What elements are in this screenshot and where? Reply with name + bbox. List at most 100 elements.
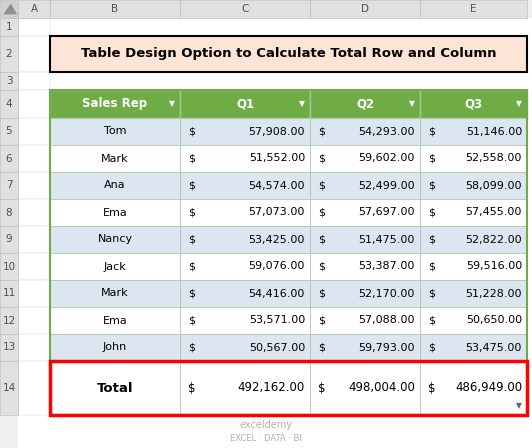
Bar (0, 36, 18, 72)
Text: $: $ (428, 343, 435, 353)
Bar (420, 172, 527, 199)
Text: 14: 14 (2, 383, 15, 393)
Text: 2: 2 (6, 49, 12, 59)
Text: $: $ (318, 234, 325, 245)
Bar (18, 199, 50, 226)
Text: $: $ (428, 234, 435, 245)
Bar (18, 118, 50, 145)
Bar (0, 334, 18, 361)
Bar (420, 118, 527, 145)
Text: 59,793.00: 59,793.00 (359, 343, 415, 353)
Bar (420, 280, 527, 307)
Text: 3: 3 (6, 76, 12, 86)
Text: $: $ (318, 207, 325, 217)
Text: 52,558.00: 52,558.00 (466, 154, 522, 164)
Text: 7: 7 (6, 181, 12, 190)
Bar (50, 280, 180, 307)
Bar (50, 90, 180, 118)
Bar (18, 253, 50, 280)
Text: 57,455.00: 57,455.00 (466, 207, 522, 217)
Bar (180, 361, 310, 415)
Text: 50,567.00: 50,567.00 (249, 343, 305, 353)
Bar (180, 334, 310, 361)
Text: 57,088.00: 57,088.00 (359, 315, 415, 326)
Text: 54,574.00: 54,574.00 (248, 181, 305, 190)
Text: 57,908.00: 57,908.00 (248, 126, 305, 137)
Text: Table Design Option to Calculate Total Row and Column: Table Design Option to Calculate Total R… (81, 47, 496, 60)
Text: $: $ (188, 181, 195, 190)
Bar (18, 145, 50, 172)
Text: E: E (470, 4, 477, 14)
Bar (180, 307, 310, 334)
Text: 8: 8 (6, 207, 12, 217)
Text: $: $ (188, 234, 195, 245)
Bar (50, 334, 180, 361)
Text: $: $ (428, 181, 435, 190)
Bar (0, 72, 18, 90)
Bar (420, 334, 527, 361)
Text: $: $ (428, 126, 435, 137)
Text: Total: Total (97, 382, 133, 395)
Bar (18, 226, 50, 253)
Bar (50, 226, 180, 253)
Text: Nancy: Nancy (97, 234, 132, 245)
Text: 51,475.00: 51,475.00 (359, 234, 415, 245)
Bar (50, 90, 527, 415)
Bar (50, 199, 180, 226)
Bar (420, 226, 527, 253)
Text: $: $ (428, 315, 435, 326)
Text: B: B (111, 4, 119, 14)
Text: $: $ (318, 262, 325, 271)
Bar (310, 0, 420, 18)
Bar (50, 145, 180, 172)
Bar (50, 172, 180, 199)
Bar (0, 307, 18, 334)
Bar (180, 0, 310, 18)
Text: John: John (103, 343, 127, 353)
Text: 53,387.00: 53,387.00 (359, 262, 415, 271)
Bar (420, 90, 527, 118)
Bar (18, 0, 50, 18)
Text: 10: 10 (3, 262, 15, 271)
Text: $: $ (188, 262, 195, 271)
Text: 51,146.00: 51,146.00 (466, 126, 522, 137)
Bar (310, 172, 420, 199)
Bar (0, 172, 18, 199)
Bar (0, 118, 18, 145)
Text: 57,073.00: 57,073.00 (248, 207, 305, 217)
Text: 53,425.00: 53,425.00 (248, 234, 305, 245)
Bar (0, 280, 18, 307)
Text: $: $ (318, 289, 325, 298)
Text: 51,552.00: 51,552.00 (249, 154, 305, 164)
Bar (310, 280, 420, 307)
Bar (18, 36, 50, 72)
Bar (18, 361, 50, 415)
Text: $: $ (428, 154, 435, 164)
Text: Sales Rep: Sales Rep (82, 98, 147, 111)
Bar (18, 90, 50, 118)
Text: 4: 4 (6, 99, 12, 109)
Text: 58,099.00: 58,099.00 (466, 181, 522, 190)
Text: Q2: Q2 (356, 98, 374, 111)
Text: 54,293.00: 54,293.00 (359, 126, 415, 137)
Text: 53,475.00: 53,475.00 (466, 343, 522, 353)
Text: D: D (361, 4, 369, 14)
Text: $: $ (188, 382, 195, 395)
Text: 9: 9 (6, 234, 12, 245)
Text: Tom: Tom (104, 126, 126, 137)
Bar (180, 145, 310, 172)
Bar (180, 253, 310, 280)
Text: exceldemy: exceldemy (239, 419, 293, 430)
Bar (310, 145, 420, 172)
Bar (310, 361, 420, 415)
Text: $: $ (188, 289, 195, 298)
Bar (50, 361, 180, 415)
Bar (420, 199, 527, 226)
Bar (180, 226, 310, 253)
Text: ▼: ▼ (516, 99, 522, 108)
Polygon shape (3, 4, 17, 14)
Bar (180, 90, 310, 118)
Text: $: $ (188, 154, 195, 164)
Text: A: A (30, 4, 38, 14)
Text: $: $ (318, 382, 326, 395)
